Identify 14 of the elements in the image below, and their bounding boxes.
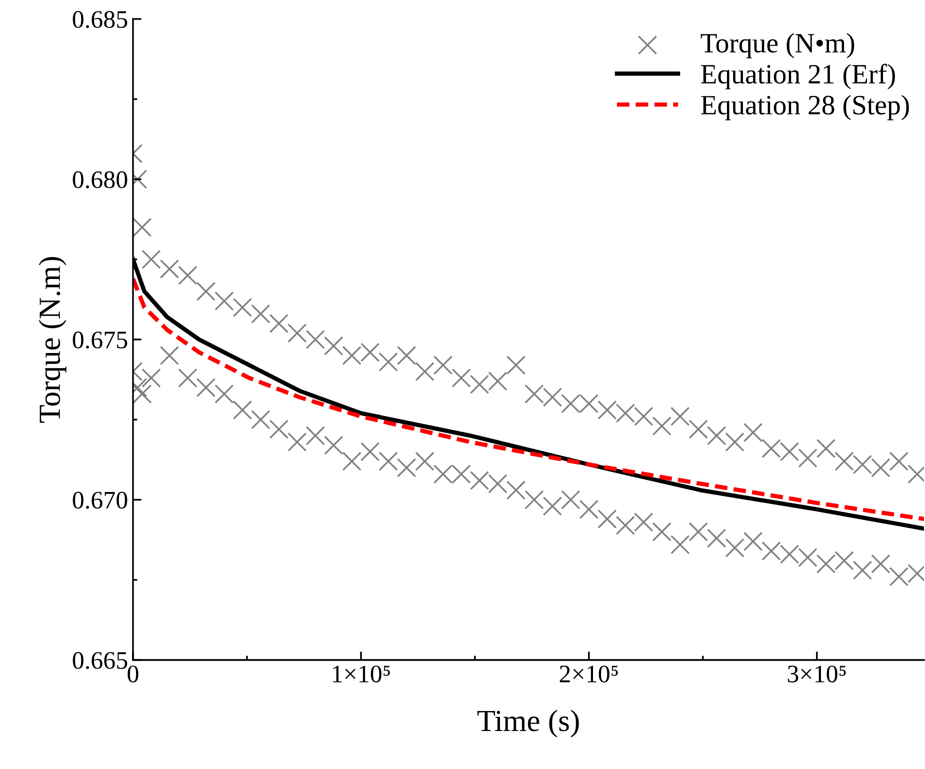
x-tick-label: 0 <box>128 666 138 682</box>
y-axis-title: Torque (N.m) <box>38 257 66 423</box>
x-tick-label: 3×10⁵ <box>788 666 846 682</box>
y-tick-label: 0.680 <box>72 171 128 188</box>
x-tick-label: 1×10⁵ <box>332 666 390 682</box>
y-tick-label: 0.665 <box>72 652 128 670</box>
y-tick-label: 0.675 <box>72 332 128 349</box>
legend-label: Torque (N•m) <box>700 33 854 58</box>
legend-label: Equation 21 (Erf) <box>701 64 895 90</box>
legend-label: Equation 28 (Step) <box>701 95 909 120</box>
x-tick-label: 2×10⁵ <box>560 666 618 682</box>
x-axis-title: Time (s) <box>477 710 579 738</box>
y-tick-label: 0.670 <box>72 492 128 509</box>
y-tick-label: 0.685 <box>72 11 128 28</box>
